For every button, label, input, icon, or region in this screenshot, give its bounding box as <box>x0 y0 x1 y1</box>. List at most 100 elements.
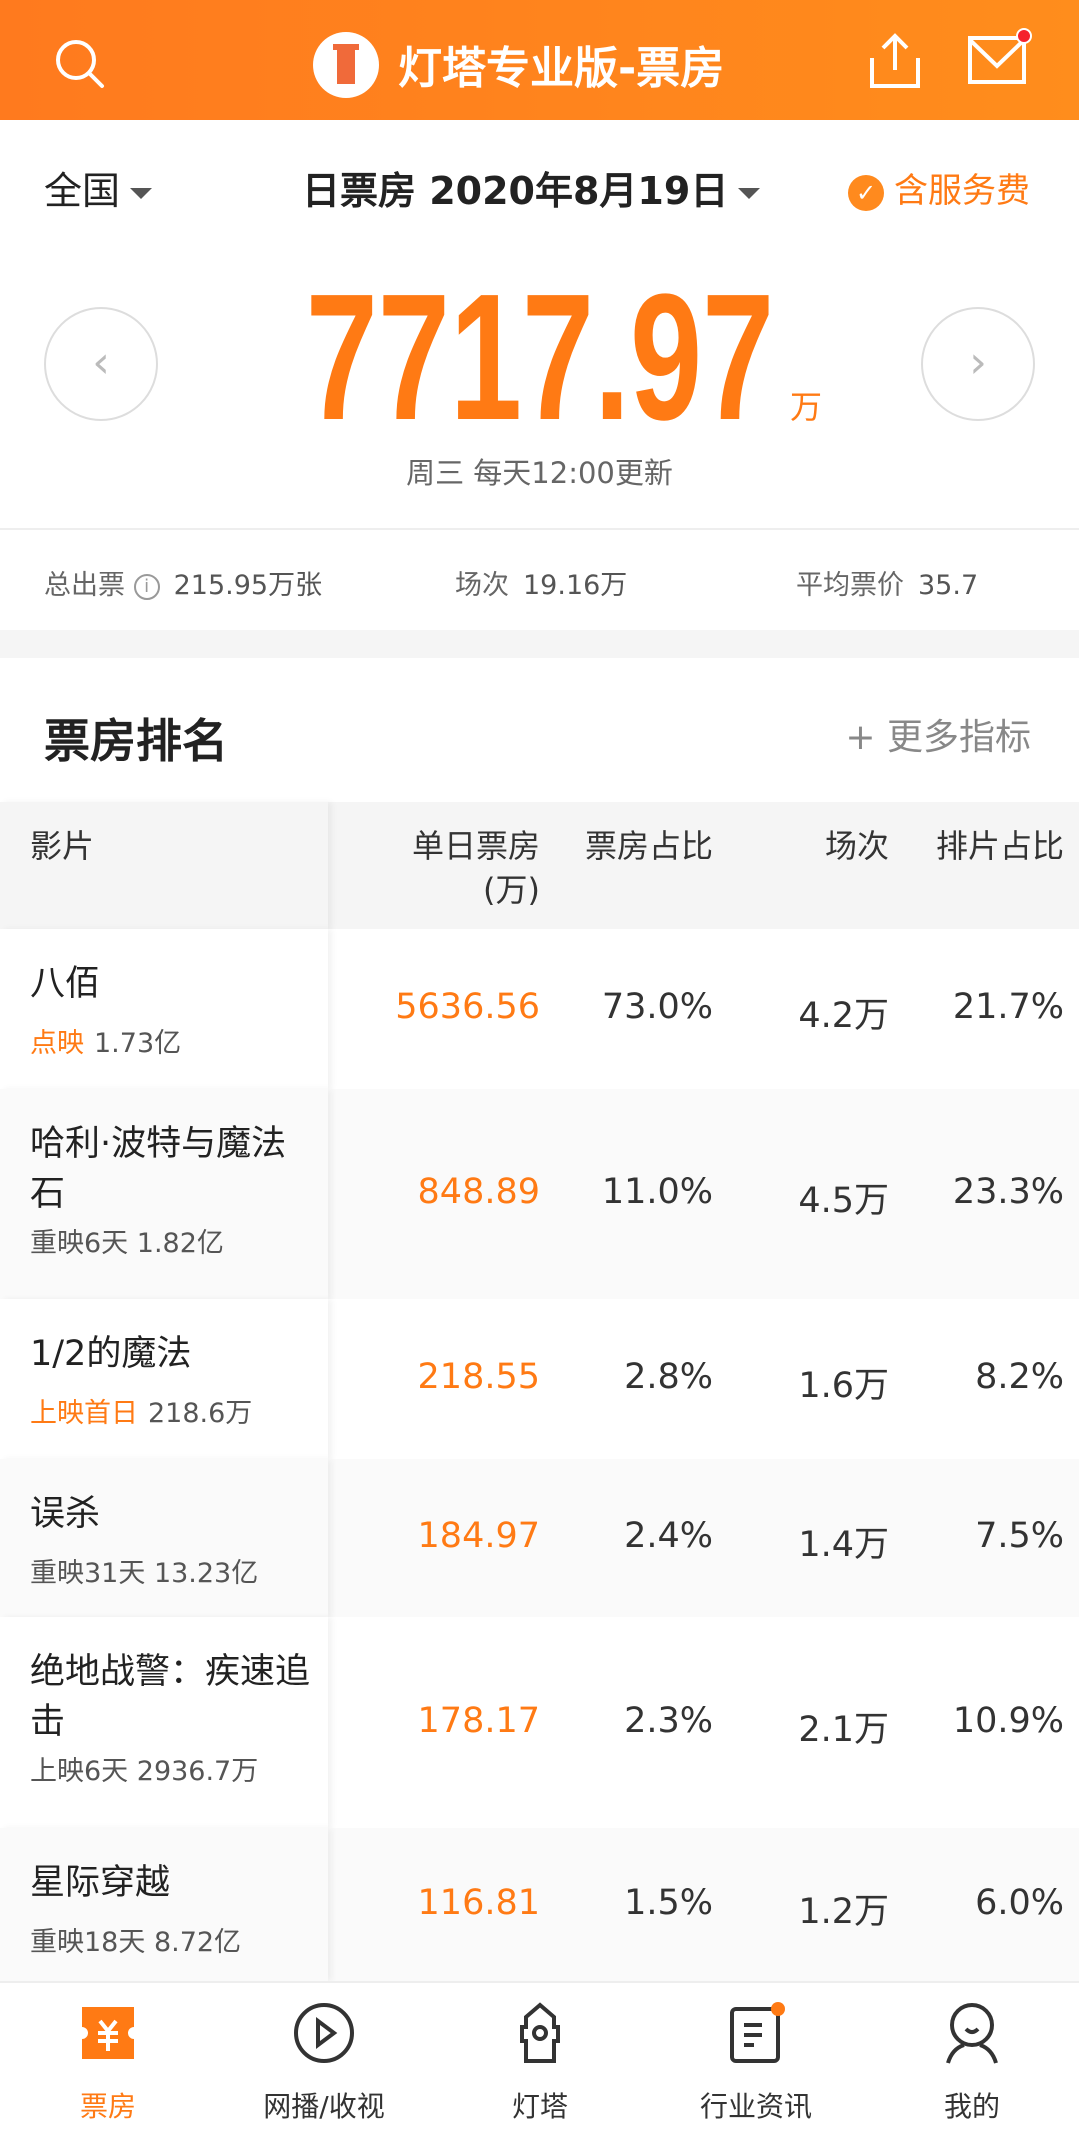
tab-lighthouse[interactable]: 灯塔 <box>440 2001 640 2125</box>
user-icon <box>946 2003 998 2064</box>
film-info: 点映 1.73亿 <box>30 1021 181 1060</box>
total-unit: 万 <box>790 388 823 426</box>
next-day-button[interactable]: › <box>921 307 1035 421</box>
ticket-icon <box>82 2007 134 2059</box>
lighthouse-logo-icon <box>313 32 379 98</box>
film-info: 上映6天 2936.7万 <box>30 1749 258 1788</box>
film-name: 误杀 <box>30 1494 101 1534</box>
film-name: 1/2的魔法 <box>30 1334 192 1374</box>
stat-label: 场次 <box>455 570 509 601</box>
shows: 4.5万 <box>798 1181 889 1221</box>
divider <box>0 528 1079 530</box>
box-office-share: 2.8% <box>624 1357 713 1397</box>
prev-day-button[interactable]: ‹ <box>44 307 158 421</box>
tab-label: 我的 <box>943 2090 1000 2123</box>
header-shows[interactable]: 场次 <box>824 827 889 865</box>
stat-value: 35.7 <box>918 570 979 601</box>
release-tag: 点映 <box>30 1028 84 1059</box>
box-office-share: 2.4% <box>624 1516 713 1556</box>
header-daily-label: 单日票房 <box>411 827 540 865</box>
film-info-text: 重映6天 1.82亿 <box>30 1228 224 1259</box>
daily-box-office: 5636.56 <box>395 987 540 1027</box>
date-label: 日票房 2020年8月19日 <box>302 169 729 213</box>
top-bar: 灯塔专业版-票房 <box>0 0 1079 120</box>
table-row[interactable]: 星际穿越 重映18天 8.72亿 116.81 1.5% 1.2万 6.0% <box>0 1828 1079 1981</box>
region-select[interactable]: 全国 <box>44 160 153 215</box>
share-icon[interactable] <box>866 30 924 92</box>
tab-box-office[interactable]: 票房 <box>8 2001 208 2125</box>
header-share[interactable]: 票房占比 <box>584 827 713 865</box>
total-box-office: 7717.97 <box>305 257 775 458</box>
film-info-text: 上映6天 2936.7万 <box>30 1756 259 1787</box>
daily-box-office: 184.97 <box>417 1516 540 1556</box>
film-cell <box>0 1299 328 1459</box>
table-row[interactable]: 1/2的魔法 上映首日 218.6万 218.55 2.8% 1.6万 8.2% <box>0 1299 1079 1459</box>
table-row[interactable]: 误杀 重映31天 13.23亿 184.97 2.4% 1.4万 7.5% <box>0 1459 1079 1617</box>
box-office-share: 73.0% <box>601 987 713 1027</box>
tab-label: 灯塔 <box>511 2090 568 2123</box>
update-note: 周三 每天12:00更新 <box>406 456 673 490</box>
slot-share: 8.2% <box>975 1357 1064 1397</box>
slot-share: 7.5% <box>975 1516 1064 1556</box>
tab-streaming[interactable]: 网播/收视 <box>224 2001 424 2125</box>
lighthouse-icon <box>520 2002 560 2063</box>
release-tag: 上映首日 <box>30 1398 138 1429</box>
caret-down-icon <box>130 188 153 199</box>
app-title: 灯塔专业版-票房 <box>398 43 725 94</box>
film-info-text: 重映31天 13.23亿 <box>30 1558 259 1589</box>
check-icon: ✓ <box>848 174 884 211</box>
mail-icon[interactable] <box>966 26 1032 88</box>
slot-share: 6.0% <box>975 1882 1064 1923</box>
film-name: 哈利·波特与魔法石 <box>30 1124 287 1214</box>
tab-industry-news[interactable]: 行业资讯 <box>656 2001 856 2125</box>
section-gap <box>0 630 1079 658</box>
film-info-text: 1.73亿 <box>94 1028 182 1059</box>
film-name: 八佰 <box>30 964 101 1004</box>
box-office-share: 11.0% <box>601 1172 713 1212</box>
film-info-text: 218.6万 <box>148 1398 253 1429</box>
film-info: 重映18天 8.72亿 <box>30 1920 241 1959</box>
table-row[interactable]: 绝地战警：疾速追击 上映6天 2936.7万 178.17 2.3% 2.1万 … <box>0 1617 1079 1828</box>
news-icon <box>730 2002 785 2063</box>
bottom-tab-bar: 票房 网播/收视 灯塔 行业资讯 我的 <box>0 1981 1079 2145</box>
region-label: 全国 <box>44 169 121 213</box>
slot-share: 23.3% <box>952 1172 1064 1212</box>
film-cell <box>0 929 328 1089</box>
film-cell <box>0 1459 328 1617</box>
shows: 1.2万 <box>798 1891 889 1932</box>
stat-label: 平均票价 <box>796 570 904 601</box>
section-title: 票房排名 <box>44 714 228 768</box>
header-film[interactable]: 影片 <box>30 827 95 865</box>
service-fee-toggle[interactable]: ✓ 含服务费 <box>848 163 1030 212</box>
daily-box-office: 116.81 <box>417 1882 540 1923</box>
film-name: 星际穿越 <box>30 1863 171 1903</box>
daily-box-office: 218.55 <box>417 1357 540 1397</box>
film-cell <box>0 1089 328 1299</box>
stat-tickets: 总出票 i 215.95万张 <box>44 563 322 602</box>
search-icon[interactable] <box>52 36 108 92</box>
table-row[interactable]: 八佰 点映 1.73亿 5636.56 73.0% 4.2万 21.7% <box>0 929 1079 1089</box>
table-row[interactable]: 哈利·波特与魔法石 重映6天 1.82亿 848.89 11.0% 4.5万 2… <box>0 1089 1079 1299</box>
daily-box-office: 848.89 <box>417 1172 540 1212</box>
tab-label: 行业资讯 <box>699 2090 812 2123</box>
date-select[interactable]: 日票房 2020年8月19日 <box>302 160 761 215</box>
tab-me[interactable]: 我的 <box>872 2001 1072 2125</box>
header-slot[interactable]: 排片占比 <box>935 827 1064 865</box>
shows: 4.2万 <box>798 996 889 1036</box>
stat-label: 总出票 <box>44 570 125 601</box>
stat-avg-price: 平均票价 35.7 <box>796 563 978 602</box>
slot-share: 10.9% <box>952 1700 1064 1741</box>
tab-label: 票房 <box>79 2090 136 2123</box>
header-daily[interactable]: 单日票房 (万) <box>412 824 540 912</box>
film-info: 重映6天 1.82亿 <box>30 1221 224 1260</box>
info-icon[interactable]: i <box>133 573 160 600</box>
more-metrics-button[interactable]: + 更多指标 <box>845 717 1031 758</box>
film-cell <box>0 1828 328 1981</box>
shows: 1.4万 <box>798 1525 889 1565</box>
film-info: 重映31天 13.23亿 <box>30 1551 258 1590</box>
header-daily-unit: (万) <box>483 871 540 909</box>
daily-box-office: 178.17 <box>417 1700 540 1741</box>
box-office-share: 1.5% <box>624 1882 713 1923</box>
shows: 1.6万 <box>798 1366 889 1406</box>
slot-share: 21.7% <box>952 987 1064 1027</box>
